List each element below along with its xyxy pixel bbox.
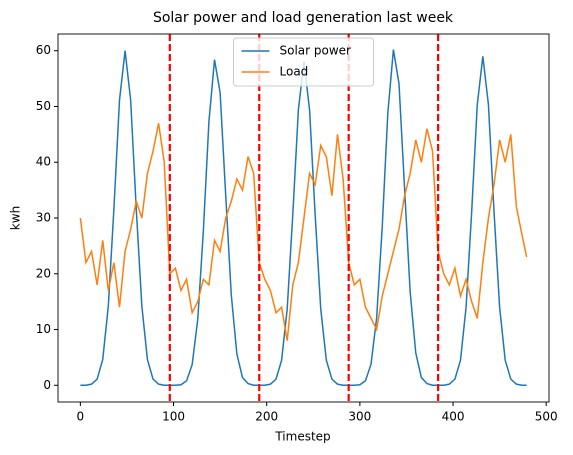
y-tick-label: 40	[36, 155, 51, 169]
y-tick-label: 20	[36, 266, 51, 280]
y-axis-label: kwh	[9, 206, 23, 230]
x-tick-label: 500	[535, 410, 558, 424]
y-tick-label: 0	[43, 378, 51, 392]
legend-box	[233, 37, 374, 87]
y-tick-label: 50	[36, 99, 51, 113]
x-tick-label: 100	[162, 410, 185, 424]
chart-title: Solar power and load generation last wee…	[153, 10, 454, 26]
x-axis-label: Timestep	[274, 430, 330, 444]
x-tick-label: 0	[77, 410, 85, 424]
y-tick-label: 60	[36, 43, 51, 57]
y-tick-label: 30	[36, 211, 51, 225]
y-tick-label: 10	[36, 322, 51, 336]
legend: Solar power Load	[233, 37, 374, 87]
x-tick-label: 200	[255, 410, 278, 424]
x-tick-label: 300	[348, 410, 371, 424]
x-tick-label: 400	[442, 410, 465, 424]
plot-frame	[57, 33, 550, 403]
series-line	[79, 123, 528, 341]
legend-label: Load	[280, 65, 309, 79]
legend-label: Solar power	[280, 44, 352, 58]
